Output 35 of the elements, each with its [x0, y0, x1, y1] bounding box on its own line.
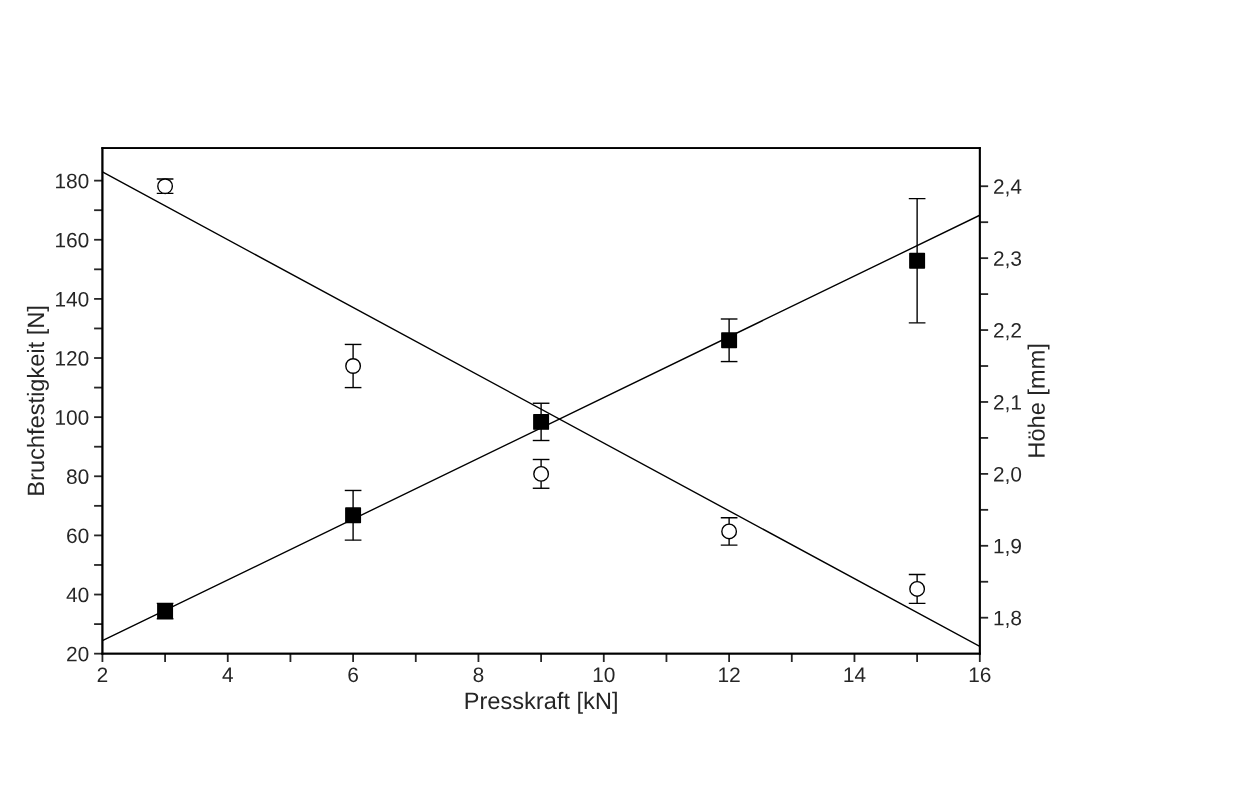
- y-tick-label: 120: [56, 351, 89, 366]
- x-tick-label: 8: [473, 667, 484, 683]
- y-tick-label: 40: [66, 587, 89, 603]
- x-axis-title: Presskraft [kN]: [465, 691, 617, 714]
- x-tick-label: 14: [844, 667, 866, 682]
- y-tick-label: 180: [56, 173, 89, 189]
- y2-axis-title: Höhe [mm]: [1027, 344, 1050, 457]
- x-tick-label: 2: [97, 667, 108, 682]
- y2-tick-label: 1,9: [994, 538, 1021, 557]
- y-tick-label: 160: [56, 232, 89, 248]
- y-axis-title: Bruchfestigkeit [N]: [26, 306, 49, 495]
- x-tick-label: 10: [593, 667, 615, 683]
- x-tick-label: 16: [969, 667, 991, 683]
- y-tick-label: 100: [56, 410, 89, 425]
- y2-tick-label: 2,1: [994, 394, 1021, 413]
- point: [345, 358, 362, 374]
- point: [909, 252, 926, 269]
- y-tick-label: 140: [56, 291, 89, 307]
- y-tick-label: 20: [67, 646, 89, 662]
- point: [345, 507, 362, 524]
- point: [721, 523, 738, 540]
- x-tick-label: 12: [719, 667, 740, 682]
- y2-tick-label: 2,2: [994, 323, 1021, 341]
- y2-tick-label: 2,4: [994, 179, 1022, 197]
- y-tick-label: 60: [67, 528, 89, 544]
- y2-tick-label: 1,8: [994, 610, 1022, 628]
- point: [909, 580, 926, 597]
- point: [533, 413, 550, 430]
- y-tick-label: 80: [66, 469, 89, 485]
- x-tick-label: 4: [222, 667, 233, 682]
- point: [533, 465, 550, 482]
- y2-tick-label: 2,3: [994, 251, 1022, 269]
- point: [721, 332, 738, 349]
- x-tick-label: 6: [348, 667, 358, 683]
- y2-tick-label: 2,0: [994, 466, 1022, 485]
